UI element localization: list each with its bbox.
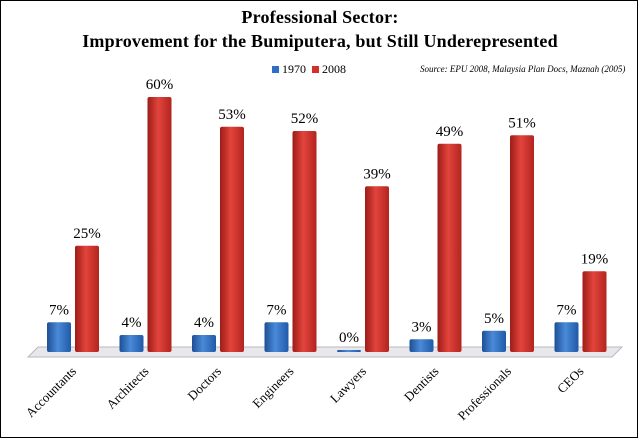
legend-item-2008: 2008 (312, 62, 346, 77)
category-label-architects: Architects (103, 364, 151, 412)
category-label-engineers: Engineers (249, 364, 296, 411)
bar-1970-architects (119, 335, 144, 352)
value-label-1970-dentists: 3% (412, 319, 432, 335)
legend-label-2008: 2008 (322, 61, 346, 76)
bar-2008-ceos (582, 271, 607, 352)
category-labels-group: Accountants Architects Doctors Engineers Law… (23, 364, 587, 424)
bar-2008-dentists (437, 143, 462, 352)
legend: 1970 2008 (272, 61, 352, 77)
legend-swatch-1970 (272, 65, 279, 73)
value-label-1970-architects: 4% (122, 315, 142, 331)
value-label-1970-lawyers: 0% (339, 330, 359, 346)
bar-2008-architects (147, 97, 172, 352)
chart-title-line1: Professional Sector: (241, 7, 399, 27)
bar-2008-doctors (220, 126, 244, 352)
chart-floor (26, 346, 624, 358)
legend-item-1970: 1970 (272, 62, 306, 77)
value-label-1970-professionals: 5% (484, 311, 504, 327)
category-label-lawyers: Lawyers (327, 364, 369, 406)
bar-1970-ceos (554, 322, 579, 352)
value-label-2008-architects: 60% (146, 77, 174, 93)
value-label-2008-ceos: 19% (581, 251, 609, 267)
legend-label-1970: 1970 (282, 61, 306, 76)
value-label-1970-doctors: 4% (194, 315, 214, 331)
chart-title-line2: Improvement for the Bumiputera, but Stil… (82, 31, 558, 51)
category-label-accountants: Accountants (23, 364, 80, 421)
category-label-ceos: CEOs (554, 364, 587, 397)
bar-1970-lawyers (337, 350, 361, 352)
value-label-2008-professionals: 51% (508, 115, 536, 131)
bar-1970-accountants (47, 322, 71, 352)
bar-1970-professionals (482, 330, 506, 352)
value-label-2008-dentists: 49% (436, 124, 464, 140)
source-note: Source: EPU 2008, Malaysia Plan Docs, Ma… (420, 64, 626, 74)
bar-2008-accountants (75, 245, 99, 352)
bar-1970-engineers (264, 322, 289, 352)
bar-2008-engineers (292, 131, 317, 352)
bar-1970-doctors (192, 335, 216, 352)
value-labels-group: 7% 25% 4% 60% 4% 53% 7% 52% 0% 39% 3% 49% 5% 51% 7% 19% (49, 77, 608, 346)
value-label-1970-accountants: 7% (49, 302, 69, 318)
bar-1970-dentists (409, 339, 434, 352)
category-label-doctors: Doctors (184, 364, 224, 404)
bars-group (47, 97, 607, 352)
value-label-1970-ceos: 7% (557, 302, 577, 318)
category-label-professionals: Professionals (454, 364, 514, 424)
bar-2008-lawyers (365, 186, 389, 352)
bar-2008-professionals (510, 135, 534, 352)
value-label-1970-engineers: 7% (267, 302, 287, 318)
value-label-2008-doctors: 53% (218, 107, 246, 123)
value-label-2008-accountants: 25% (73, 226, 101, 242)
value-label-2008-lawyers: 39% (363, 166, 391, 182)
legend-swatch-2008 (312, 65, 319, 73)
value-label-2008-engineers: 52% (291, 111, 319, 127)
category-label-dentists: Dentists (401, 364, 442, 405)
